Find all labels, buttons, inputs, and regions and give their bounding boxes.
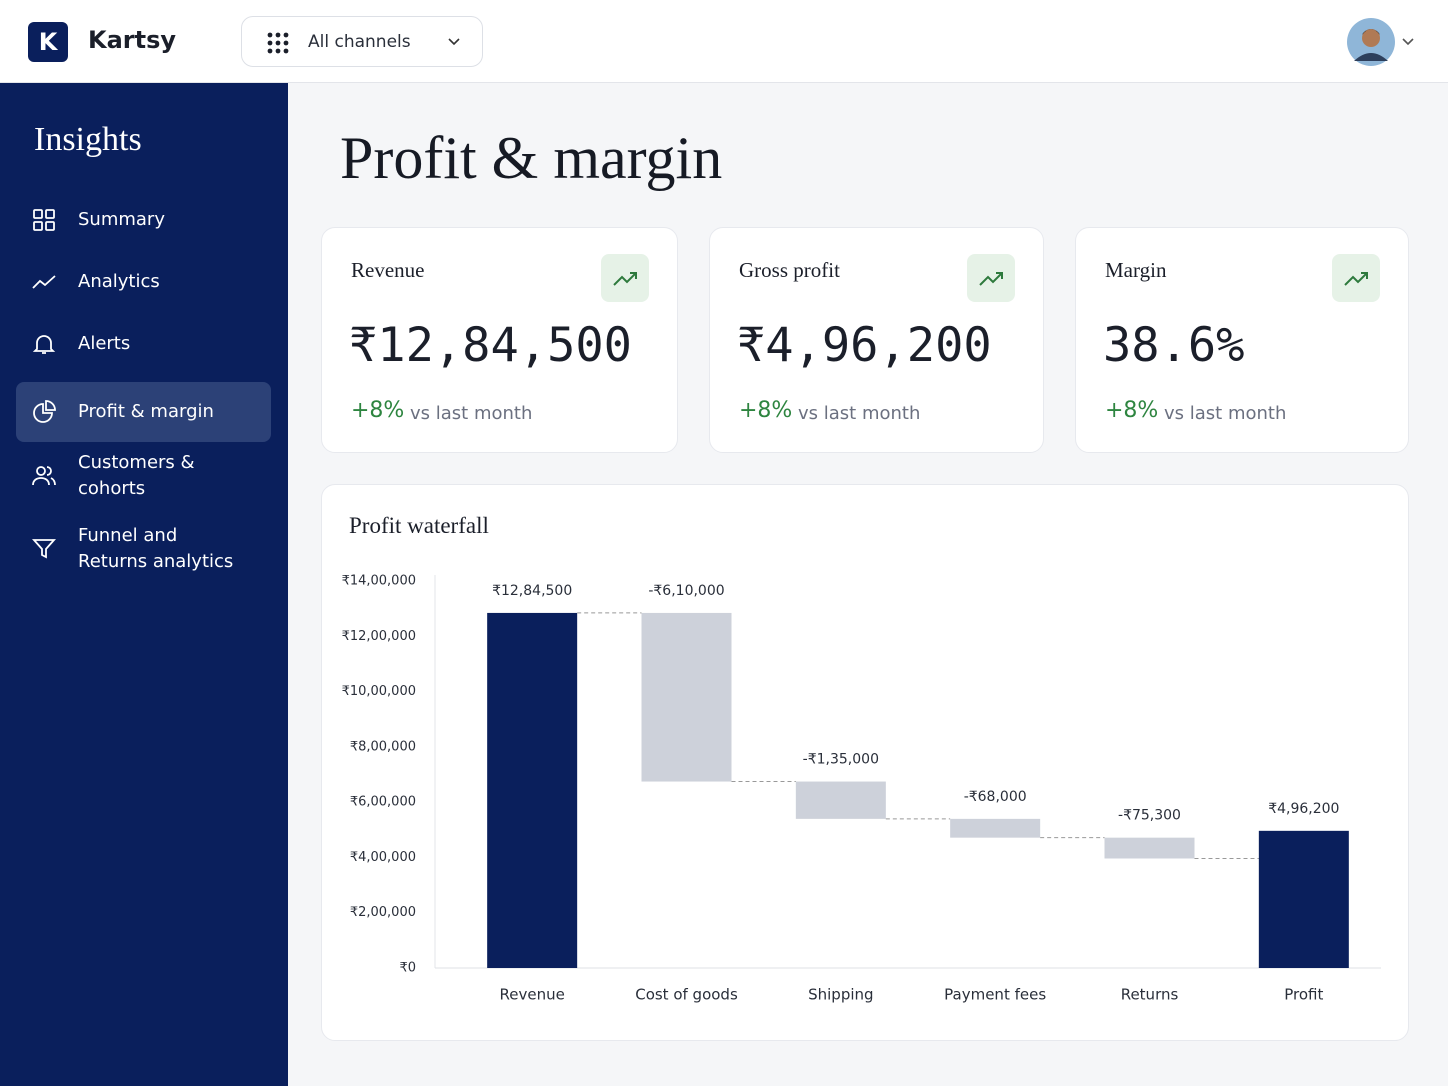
y-tick-label: ₹14,00,000 <box>342 574 416 589</box>
kpi-change: +8% <box>1105 398 1159 423</box>
icon <box>32 539 56 559</box>
bar <box>795 781 886 819</box>
sidebar-title: Insights <box>34 121 142 158</box>
kpi-note: vs last month <box>410 403 533 424</box>
nav-label: Funnel and Returns analytics <box>78 525 234 572</box>
kpi-card: Gross profit ₹4,96,200 +8% vs last month <box>709 227 1044 453</box>
chart-card: Profit waterfall ₹0 ₹2,00,000 ₹4,00,000 ₹6,… <box>321 484 1409 1041</box>
value-label: -₹75,300 <box>1118 808 1181 824</box>
value-label: -₹6,10,000 <box>648 583 724 599</box>
y-tick-label: ₹4,00,000 <box>350 850 416 865</box>
y-tick-label: ₹0 <box>399 961 416 976</box>
x-tick-label: Revenue <box>500 986 565 1004</box>
icon <box>33 400 56 423</box>
kpi-value: 38.6% <box>1103 318 1245 373</box>
top-bar: K Kartsy All channels <box>0 0 1448 83</box>
brand[interactable]: Kartsy <box>88 26 177 54</box>
chevron <box>448 38 460 46</box>
kpi-label: Revenue <box>351 258 425 282</box>
channel-select[interactable]: All channels <box>241 16 483 67</box>
nav-label: Profit & margin <box>78 401 214 422</box>
kpi-value: ₹4,96,200 <box>737 318 992 373</box>
kpi-card: Revenue ₹12,84,500 +8% vs last month <box>321 227 678 453</box>
kpi-note: vs last month <box>1164 403 1287 424</box>
bar <box>487 612 578 968</box>
icon <box>979 272 1003 286</box>
trend-icon <box>967 254 1015 302</box>
bar <box>1258 830 1349 968</box>
nav-item[interactable]: Customers & cohorts <box>16 446 271 506</box>
nav-label: Alerts <box>78 333 131 354</box>
nav-item-active[interactable]: Profit & margin <box>16 382 271 442</box>
kpi-note: vs last month <box>798 403 921 424</box>
nav-label: Summary <box>78 209 165 230</box>
nav-label: Analytics <box>78 271 160 292</box>
y-tick-label: ₹12,00,000 <box>342 629 416 644</box>
icon <box>1344 272 1368 286</box>
kpi-card: Margin 38.6% +8% vs last month <box>1075 227 1409 453</box>
icon <box>33 209 55 231</box>
trend-icon <box>1332 254 1380 302</box>
bar <box>641 612 732 782</box>
icon <box>32 275 56 289</box>
chart-title: Profit waterfall <box>349 513 489 538</box>
kpi-label: Margin <box>1105 258 1167 282</box>
icon <box>32 466 56 486</box>
bar <box>1104 837 1195 859</box>
trend-icon <box>601 254 649 302</box>
y-tick-label: ₹6,00,000 <box>350 795 416 810</box>
value-label: -₹1,35,000 <box>803 752 879 768</box>
icon <box>32 335 56 354</box>
avatar[interactable] <box>1346 17 1420 67</box>
kpi-change: +8% <box>351 398 405 423</box>
page-title: Profit & margin <box>340 125 723 191</box>
logo[interactable]: K <box>28 22 68 62</box>
x-tick-label: Returns <box>1121 986 1179 1004</box>
y-tick-label: ₹8,00,000 <box>350 739 416 754</box>
nav-item[interactable]: Summary <box>16 190 271 250</box>
y-tick-label: ₹10,00,000 <box>342 684 416 699</box>
y-tick-label: ₹2,00,000 <box>350 905 416 920</box>
sidebar: Insights Summary Analytics Alerts Profit… <box>0 83 288 1086</box>
x-tick-label: Cost of goods <box>635 986 738 1004</box>
kpi-value: ₹12,84,500 <box>349 318 632 373</box>
x-tick-label: Payment fees <box>944 986 1046 1004</box>
nav-item[interactable]: Analytics <box>16 252 271 312</box>
kpi-change: +8% <box>739 398 793 423</box>
value-label: ₹12,84,500 <box>492 583 572 599</box>
x-tick-label: Shipping <box>808 986 873 1004</box>
kpi-label: Gross profit <box>739 258 840 282</box>
value-label: ₹4,96,200 <box>1268 801 1339 817</box>
channel-label: All channels <box>308 32 411 52</box>
chart: ₹0 ₹2,00,000 ₹4,00,000 ₹6,00,000 ₹8,00,000 ₹1… <box>342 574 1381 1004</box>
value-label: -₹68,000 <box>964 789 1027 805</box>
x-tick-label: Profit <box>1284 986 1323 1004</box>
nav-item[interactable]: Alerts <box>16 314 271 374</box>
nav-label: Customers & cohorts <box>78 452 195 499</box>
icon <box>613 272 637 286</box>
bar <box>950 818 1041 838</box>
nav-item[interactable]: Funnel and Returns analytics <box>16 519 271 579</box>
grid-icon <box>267 32 289 54</box>
